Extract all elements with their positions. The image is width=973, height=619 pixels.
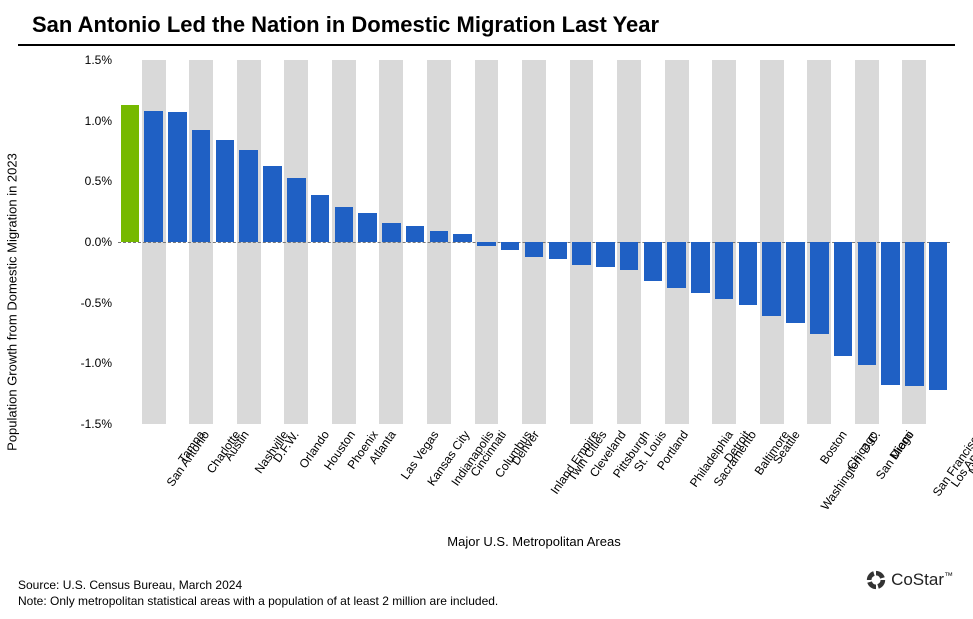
bar	[691, 242, 710, 293]
note-line: Note: Only metropolitan statistical area…	[18, 593, 498, 609]
bar	[382, 223, 401, 242]
bar	[168, 112, 187, 242]
chart-footer: Source: U.S. Census Bureau, March 2024 N…	[18, 577, 498, 609]
bar	[358, 213, 377, 242]
x-tick-label: Miami	[886, 428, 916, 462]
bar	[263, 166, 282, 242]
bar	[501, 242, 520, 250]
bar	[121, 105, 140, 242]
costar-logo-text: CoStar™	[891, 570, 953, 590]
y-tick-label: 0.0%	[85, 235, 118, 249]
plot-area: -1.5%-1.0%-0.5%0.0%0.5%1.0%1.5%San Anton…	[118, 60, 950, 424]
y-tick-label: 1.0%	[85, 114, 118, 128]
bar	[335, 207, 354, 242]
bar	[477, 242, 496, 246]
y-axis-label: Population Growth from Domestic Migratio…	[5, 153, 20, 451]
y-tick-label: -0.5%	[81, 296, 118, 310]
bar	[834, 242, 853, 356]
costar-logo: CoStar™	[865, 569, 953, 591]
bar	[453, 234, 472, 242]
bar	[572, 242, 591, 265]
bar	[929, 242, 948, 390]
bar	[406, 226, 425, 242]
bar	[239, 150, 258, 242]
chart-area: Population Growth from Domestic Migratio…	[18, 46, 955, 558]
y-tick-label: -1.5%	[81, 417, 118, 431]
bar	[667, 242, 686, 288]
bar	[596, 242, 615, 267]
chart-page: { "title": "San Antonio Led the Nation i…	[0, 0, 973, 619]
chart-title: San Antonio Led the Nation in Domestic M…	[32, 12, 955, 38]
bar	[739, 242, 758, 305]
x-axis-label: Major U.S. Metropolitan Areas	[118, 534, 950, 549]
bar	[216, 140, 235, 242]
bar	[810, 242, 829, 334]
bar	[192, 130, 211, 242]
bar	[881, 242, 900, 385]
costar-logo-icon	[865, 569, 887, 591]
bar	[762, 242, 781, 316]
y-tick-label: -1.0%	[81, 356, 118, 370]
bar	[858, 242, 877, 365]
y-tick-label: 0.5%	[85, 174, 118, 188]
bar	[786, 242, 805, 323]
bar	[525, 242, 544, 257]
bar	[430, 231, 449, 242]
bar	[549, 242, 568, 259]
bar	[311, 195, 330, 242]
y-tick-label: 1.5%	[85, 53, 118, 67]
bar	[620, 242, 639, 270]
bar	[287, 178, 306, 242]
bar	[715, 242, 734, 299]
source-line: Source: U.S. Census Bureau, March 2024	[18, 577, 498, 593]
bar	[905, 242, 924, 386]
bar	[644, 242, 663, 281]
bar	[144, 111, 163, 242]
